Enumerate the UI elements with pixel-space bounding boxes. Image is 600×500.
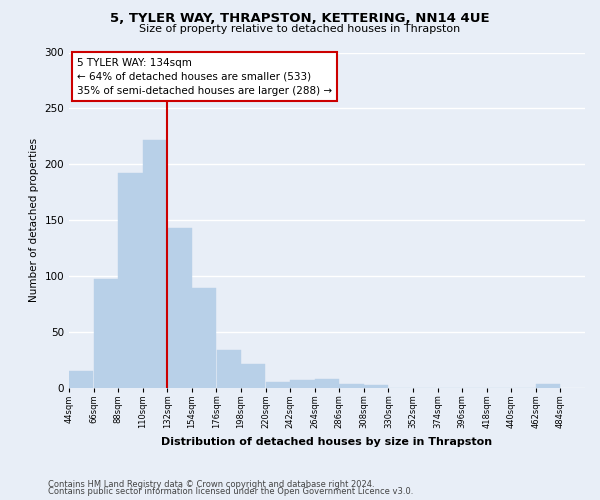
Bar — [364, 386, 388, 388]
Bar — [290, 380, 314, 388]
Bar — [536, 384, 560, 388]
Y-axis label: Number of detached properties: Number of detached properties — [29, 138, 39, 302]
Bar — [143, 140, 167, 388]
Bar — [241, 364, 265, 388]
Bar — [192, 288, 216, 388]
X-axis label: Distribution of detached houses by size in Thrapston: Distribution of detached houses by size … — [161, 436, 493, 446]
Bar — [167, 228, 191, 388]
Bar — [266, 382, 290, 388]
Bar — [340, 384, 364, 388]
Bar — [217, 350, 241, 388]
Bar — [94, 279, 118, 388]
Text: 5, TYLER WAY, THRAPSTON, KETTERING, NN14 4UE: 5, TYLER WAY, THRAPSTON, KETTERING, NN14… — [110, 12, 490, 26]
Text: Size of property relative to detached houses in Thrapston: Size of property relative to detached ho… — [139, 24, 461, 34]
Bar — [69, 371, 94, 388]
Bar — [315, 378, 339, 388]
Bar — [118, 173, 143, 388]
Text: Contains HM Land Registry data © Crown copyright and database right 2024.: Contains HM Land Registry data © Crown c… — [48, 480, 374, 489]
Text: 5 TYLER WAY: 134sqm
← 64% of detached houses are smaller (533)
35% of semi-detac: 5 TYLER WAY: 134sqm ← 64% of detached ho… — [77, 58, 332, 96]
Text: Contains public sector information licensed under the Open Government Licence v3: Contains public sector information licen… — [48, 487, 413, 496]
